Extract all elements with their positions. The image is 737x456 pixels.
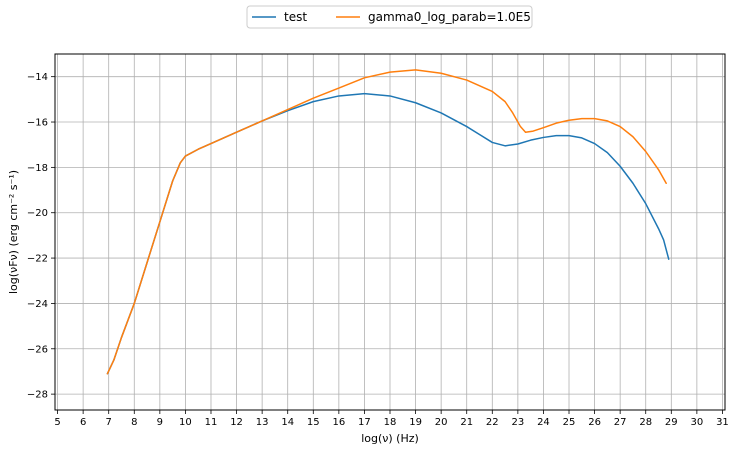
x-tick-label: 27 [614, 417, 627, 428]
legend-label: gamma0_log_parab=1.0E5 [368, 10, 531, 24]
x-tick-label: 6 [80, 417, 86, 428]
x-tick-label: 18 [384, 417, 397, 428]
x-axis-ticks: 5 6 7 8 9 10 11 12 13 14 15 16 17 18 19 20 21 22 23 24 25 26 2… [54, 410, 729, 428]
x-tick-label: 29 [665, 417, 678, 428]
legend-entry-2: gamma0_log_parab=1.0E5 [336, 10, 531, 24]
legend-entry-1: test [252, 10, 307, 24]
legend-label: test [284, 10, 307, 24]
series-line-1 [106, 92, 670, 375]
y-tick-label: −22 [27, 254, 48, 265]
x-tick-label: 9 [157, 417, 163, 428]
x-tick-label: 13 [256, 417, 269, 428]
x-tick-label: 7 [106, 417, 112, 428]
legend-box [246, 5, 533, 29]
x-tick-label: 30 [691, 417, 704, 428]
x-tick-label: 24 [537, 417, 550, 428]
x-tick-label: 16 [332, 417, 345, 428]
x-tick-label: 23 [511, 417, 524, 428]
x-tick-label: 17 [358, 417, 371, 428]
x-tick-label: 22 [486, 417, 499, 428]
grid [55, 54, 725, 410]
y-tick-label: −18 [27, 163, 48, 174]
y-tick-label: −14 [27, 72, 48, 83]
y-tick-label: −24 [27, 299, 48, 310]
x-tick-label: 25 [563, 417, 576, 428]
x-tick-label: 14 [281, 417, 294, 428]
x-tick-label: 19 [409, 417, 422, 428]
y-axis-ticks: −28 −26 −24 −22 −20 −18 −16 −14 [27, 72, 55, 401]
x-axis-label: log(ν) (Hz) [361, 432, 419, 445]
x-tick-label: 5 [54, 417, 60, 428]
x-tick-label: 31 [716, 417, 729, 428]
legend: test gamma0_log_parab=1.0E5 [246, 5, 533, 29]
y-tick-label: −26 [27, 344, 48, 355]
x-tick-label: 26 [588, 417, 601, 428]
x-tick-label: 20 [435, 417, 448, 428]
x-tick-label: 21 [460, 417, 473, 428]
y-tick-label: −20 [27, 208, 48, 219]
x-tick-label: 11 [205, 417, 218, 428]
y-tick-label: −28 [27, 390, 48, 401]
x-tick-label: 12 [230, 417, 243, 428]
series-lines [106, 69, 670, 375]
y-axis-label: log(νFν) (erg cm⁻² s⁻¹) [7, 170, 20, 294]
x-tick-label: 10 [179, 417, 192, 428]
x-tick-label: 15 [307, 417, 320, 428]
x-tick-label: 8 [131, 417, 137, 428]
x-tick-label: 28 [639, 417, 652, 428]
y-tick-label: −16 [27, 118, 48, 129]
series-line-2 [106, 69, 667, 375]
